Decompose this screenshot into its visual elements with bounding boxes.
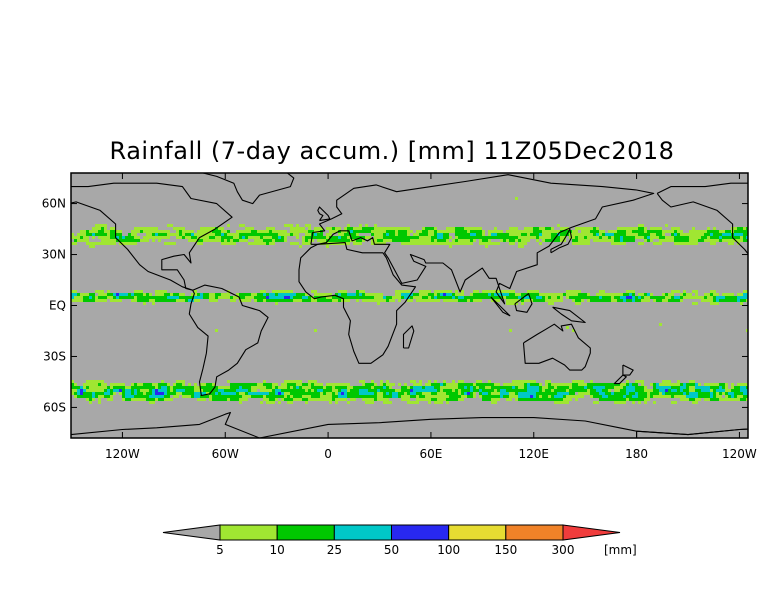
coastline [656,182,748,255]
lon-tick-label: 120W [105,447,140,461]
coastline [522,323,591,371]
coastline [71,182,233,291]
legend-bin-high [562,524,621,541]
lon-tick-label: 120E [519,447,550,461]
legend-bin [448,524,507,541]
coastline [298,242,417,364]
legend-labels: 5 10 25 50 100 150 300 [216,543,574,557]
latitude-ticks: 60N 30N EQ 30S 60S [42,197,748,414]
rainfall-field [71,197,748,404]
coastline [317,206,331,222]
legend-bin [333,524,393,541]
lon-tick-label: 0 [324,447,332,461]
legend-bin [505,524,564,541]
legend-threshold-label: 50 [384,543,399,557]
legend-threshold-label: 100 [437,543,460,557]
coastline [188,284,269,397]
legend-bin [219,524,278,541]
lat-tick-label: EQ [49,299,66,313]
coastline [514,293,533,313]
coastline [310,174,655,305]
lon-tick-label: 120W [722,447,757,461]
coastline [613,374,627,385]
coastline [402,325,415,349]
lat-tick-label: 30N [42,248,66,262]
coastlines [71,173,748,438]
coastline [622,364,634,376]
coastline [552,306,586,324]
legend-threshold-label: 150 [494,543,517,557]
lat-tick-label: 30S [43,349,66,363]
legend-bin-low [162,524,221,541]
legend-threshold-label: 300 [552,543,575,557]
legend-bin [276,524,335,541]
coastline [550,228,573,254]
longitude-ticks: 120W60W060E120E180120W60W [105,173,757,461]
legend-threshold-label: 5 [216,543,224,557]
coastline [71,411,748,438]
legend-threshold-label: 10 [270,543,285,557]
legend-unit: [mm] [604,543,637,557]
map-title: Rainfall (7-day accum.) [mm] 11Z05Dec201… [109,137,675,165]
lon-tick-label: 60W [212,447,239,461]
legend-bar [162,524,621,541]
coastline [202,173,295,205]
lat-tick-label: 60S [43,400,66,414]
legend-bin [391,524,450,541]
lon-tick-label: 180 [625,447,648,461]
lat-tick-label: 60N [42,197,66,211]
legend-threshold-label: 25 [327,543,342,557]
lon-tick-label: 60E [419,447,442,461]
coastline [490,296,511,317]
